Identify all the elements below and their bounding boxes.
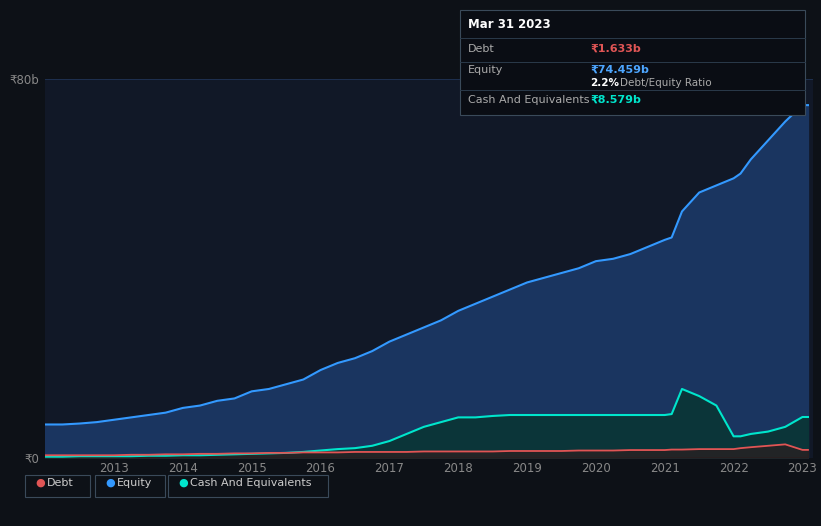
Text: Debt: Debt: [468, 44, 495, 54]
Text: 2.2%: 2.2%: [590, 78, 619, 88]
Text: Cash And Equivalents: Cash And Equivalents: [468, 95, 589, 105]
Text: Debt: Debt: [47, 478, 74, 488]
Text: Equity: Equity: [117, 478, 153, 488]
Text: ●: ●: [35, 478, 45, 488]
Text: Mar 31 2023: Mar 31 2023: [468, 18, 551, 31]
Text: ₹74.459b: ₹74.459b: [590, 65, 649, 75]
Text: Equity: Equity: [468, 65, 503, 75]
Text: ₹8.579b: ₹8.579b: [590, 95, 641, 105]
Text: ₹1.633b: ₹1.633b: [590, 44, 640, 54]
Text: ●: ●: [105, 478, 115, 488]
Text: ●: ●: [178, 478, 188, 488]
Text: Debt/Equity Ratio: Debt/Equity Ratio: [620, 78, 712, 88]
Text: Cash And Equivalents: Cash And Equivalents: [190, 478, 311, 488]
